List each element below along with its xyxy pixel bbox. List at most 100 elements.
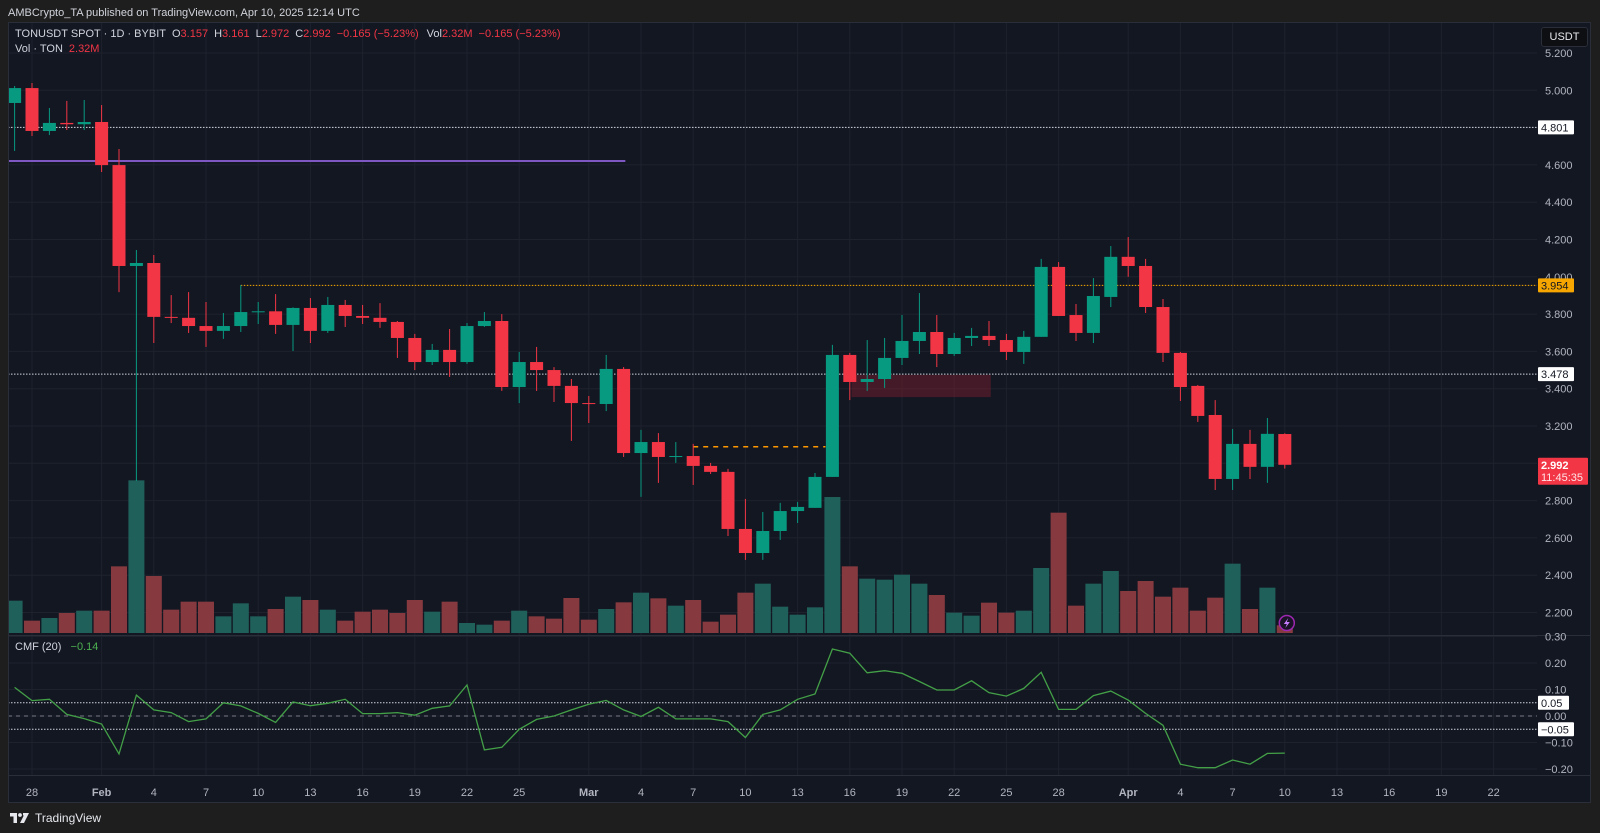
volume-bar	[511, 610, 528, 633]
candle	[390, 321, 404, 358]
candle-body	[1121, 256, 1135, 266]
volume-bar	[1085, 583, 1102, 633]
candle	[617, 367, 631, 457]
cmf-indicator	[9, 648, 1537, 769]
candle-body	[1173, 352, 1187, 388]
volume-bar	[302, 600, 319, 633]
close-label: C	[295, 28, 304, 40]
candle-body	[1086, 296, 1100, 333]
candle	[1278, 433, 1292, 469]
candle	[77, 99, 91, 131]
candle-body	[1069, 315, 1083, 333]
price-tick-label: 5.000	[1545, 85, 1573, 97]
candle	[808, 472, 822, 508]
date-tick-label: 7	[203, 787, 209, 799]
candle-body	[808, 476, 822, 508]
candle-body	[617, 368, 631, 454]
date-tick-label: 19	[1435, 787, 1447, 799]
candle-body	[477, 321, 491, 327]
volume-legend-row[interactable]: Vol · TON 2.32M	[15, 42, 568, 57]
cmf-level-label-box	[1538, 722, 1574, 737]
candle	[860, 340, 874, 391]
candle-body	[129, 262, 143, 266]
candle-body	[686, 456, 700, 466]
candle-body	[112, 165, 126, 266]
date-tick-label: 22	[1487, 787, 1499, 799]
volume-bar	[998, 612, 1015, 633]
cmf-value: −0.14	[70, 641, 99, 653]
cmf-line	[14, 648, 1285, 769]
candle-body	[860, 379, 874, 382]
date-tick-label: Apr	[1119, 787, 1139, 799]
price-axis[interactable]: 5.2005.0004.8004.6004.4004.2004.0003.800…	[1538, 48, 1588, 620]
candle-body	[878, 357, 892, 380]
candle-body	[599, 368, 613, 404]
symbol-title[interactable]: TONUSDT SPOT · 1D · BYBIT	[15, 28, 166, 40]
tradingview-logo-icon	[10, 813, 29, 823]
candle	[1034, 258, 1048, 337]
volume-bar	[128, 480, 145, 633]
cmf-label: CMF (20)	[15, 641, 62, 653]
price-tick-label: 4.200	[1545, 235, 1573, 247]
candle	[1243, 429, 1257, 479]
volume-bar	[354, 611, 371, 633]
candle-body	[1034, 266, 1048, 337]
date-tick-label: 28	[26, 787, 38, 799]
volume-bars	[9, 480, 1293, 633]
candle-body	[704, 465, 718, 472]
candle	[1052, 262, 1066, 316]
candle	[1191, 384, 1205, 422]
volume-bar	[598, 609, 615, 633]
bearish-order-block[interactable]	[851, 374, 991, 398]
date-tick-label: 10	[252, 787, 264, 799]
cmf-legend[interactable]: CMF (20) −0.14	[15, 640, 98, 655]
volume-bar	[9, 600, 23, 633]
symbol-legend-row[interactable]: TONUSDT SPOT · 1D · BYBIT O 3.157 H 3.16…	[15, 27, 568, 42]
volume-bar	[24, 620, 40, 633]
open-value: 3.157	[180, 28, 209, 40]
candle-body	[42, 122, 56, 131]
volume-bar	[493, 620, 510, 633]
candle	[721, 468, 735, 537]
candle	[1104, 246, 1118, 308]
price-line-label: 4.801	[1541, 122, 1569, 134]
volume-bar	[76, 610, 93, 633]
lightning-icon[interactable]	[1278, 614, 1296, 632]
candle	[443, 329, 457, 377]
price-tick-label: 2.400	[1545, 570, 1573, 582]
candle-body	[303, 307, 317, 331]
volume-bar	[198, 601, 214, 633]
candle-body	[1052, 266, 1066, 316]
volume-bar	[285, 596, 301, 633]
volume-bar	[667, 605, 684, 633]
date-tick-label: 25	[513, 787, 525, 799]
cmf-level-label: −0.05	[1541, 724, 1569, 736]
date-tick-label: 13	[1331, 787, 1343, 799]
candle	[477, 312, 491, 327]
candle	[582, 395, 596, 424]
candle	[756, 511, 770, 560]
candle-body	[251, 311, 265, 313]
candle-body	[982, 335, 996, 341]
candle-body	[912, 332, 926, 341]
volume-bar	[267, 609, 284, 633]
cmf-level-label: 0.05	[1541, 698, 1562, 710]
chart-frame[interactable]: 5.2005.0004.8004.6004.4004.2004.0003.800…	[8, 22, 1591, 803]
candle	[512, 351, 526, 404]
volume-bar	[876, 579, 893, 633]
candle-body	[1243, 443, 1257, 467]
candle-body	[721, 471, 735, 529]
candle	[912, 293, 926, 355]
candle	[234, 285, 248, 333]
candle	[1139, 258, 1153, 313]
candle	[495, 314, 509, 391]
time-axis[interactable]: 28 Feb 4 7 10 13 16 19 22 25 Mar 4 7 10 13 16 19 22 25 28 Ap…	[26, 787, 1500, 799]
candle-body	[773, 511, 787, 531]
candle	[95, 105, 109, 172]
currency-button[interactable]: USDT	[1541, 27, 1588, 47]
cmf-axis[interactable]: 0.30 0.20 0.10 0.00 −0.10 −0.20 0.05 −0.05	[1538, 632, 1574, 777]
chart-canvas[interactable]: 5.2005.0004.8004.6004.4004.2004.0003.800…	[8, 22, 1591, 803]
candle-body	[582, 403, 596, 405]
candle	[1086, 278, 1100, 344]
candle-body	[373, 317, 387, 322]
